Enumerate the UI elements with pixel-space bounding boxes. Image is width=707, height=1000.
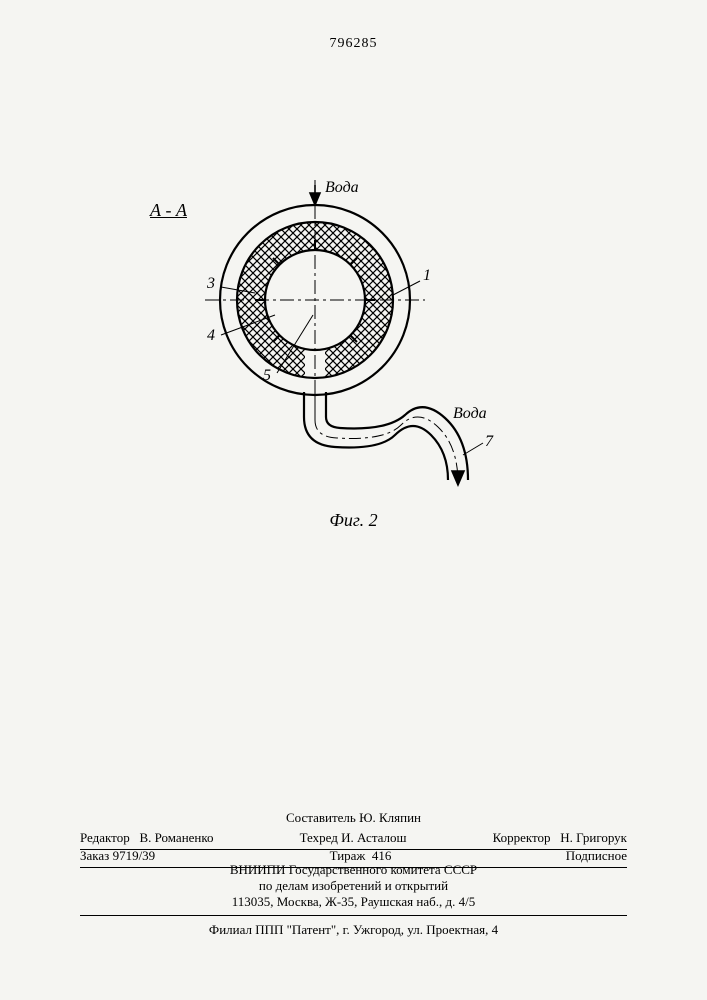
callout-3: 3 [207,275,215,293]
callout-4: 4 [207,327,215,345]
editor-label: Редактор [80,830,130,845]
credits-row: Составитель Ю. Кляпин Редактор В. Романе… [80,810,627,850]
callout-7: 7 [485,433,493,451]
techred-name: И. Асталош [341,830,406,845]
techred-label: Техред [300,830,338,845]
circulation-label: Тираж [330,848,366,863]
corrector-label: Корректор [493,830,551,845]
order-no: 9719/39 [113,848,156,863]
inlet-label: Вода [325,179,359,197]
committee-line3: 113035, Москва, Ж-35, Раушская наб., д. … [0,894,707,910]
corrector-name: Н. Григорук [560,830,627,845]
committee-line1: ВНИИПИ Государственного комитета СССР [0,862,707,878]
committee-block: ВНИИПИ Государственного комитета СССР по… [0,862,707,910]
document-number: 796285 [330,36,378,52]
callout-5: 5 [263,367,271,385]
compiler-name: Ю. Кляпин [359,810,421,825]
committee-line2: по делам изобретений и открытий [0,878,707,894]
callout-1: 1 [423,267,431,285]
editor-name: В. Романенко [139,830,213,845]
circulation-val: 416 [372,848,392,863]
branch-line: Филиал ППП "Патент", г. Ужгород, ул. Про… [80,915,627,938]
compiler-label: Составитель [286,810,356,825]
order-label: Заказ [80,848,109,863]
figure-caption: Фиг. 2 [329,510,377,531]
outlet-label: Вода [453,405,487,423]
figure-diagram: Вода Вода 3 4 5 1 7 [165,185,505,495]
